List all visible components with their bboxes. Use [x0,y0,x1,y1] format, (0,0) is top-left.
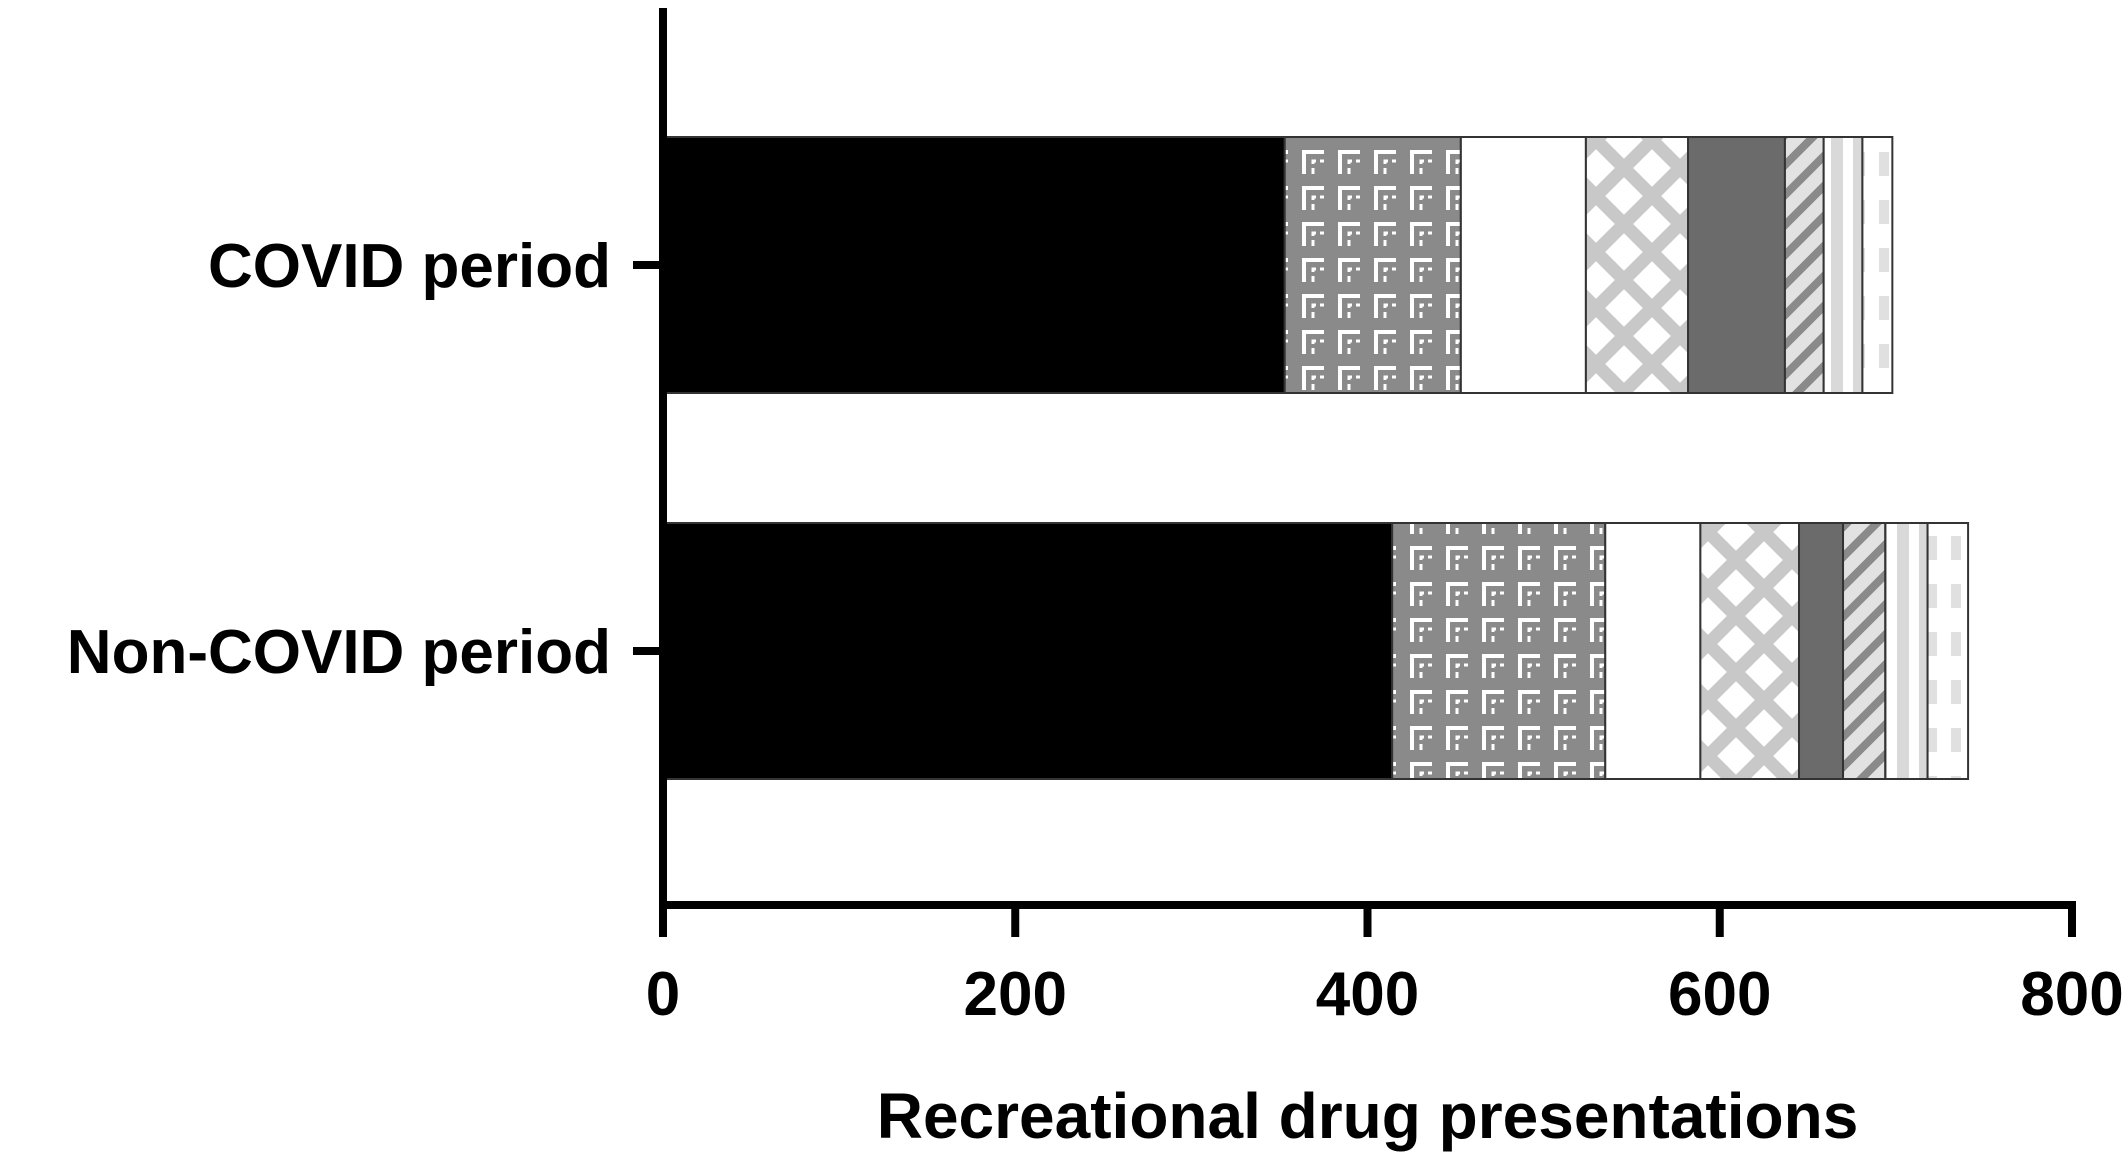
bar-segment-white-dashed [1926,522,1970,780]
bar-segment-light-grey-vertical-bands [1884,522,1929,780]
x-tick-label: 0 [646,960,680,1029]
bar-segment-solid-black [662,136,1286,394]
bar-segment-light-grey-vertical-bands [1822,136,1864,394]
category-label: COVID period [208,232,611,301]
bar-segment-grey-diagonal-stripes [1842,522,1887,780]
bar-segment-dark-grey [1687,136,1786,394]
bar-segment-light-grey-lattice [1699,522,1801,780]
x-tick-label: 600 [1668,960,1771,1029]
bar-segment-solid-black [662,522,1394,780]
bar-segment-white [1459,136,1587,394]
bar-segment-grey-maze [1391,522,1607,780]
bar-segment-grey-diagonal-stripes [1783,136,1825,394]
x-tick-label: 800 [2020,960,2123,1029]
bar-segment-dark-grey [1798,522,1845,780]
axes [633,8,2076,937]
category-label: Non-COVID period [67,618,611,687]
x-tick-label: 400 [1316,960,1419,1029]
labels: 0 200 400 600 800 COVID period Non-COVID perio… [67,232,2124,1152]
x-tick-label: 200 [964,960,1067,1029]
bar-segments [662,136,1970,780]
bar-segment-white [1604,522,1702,780]
bar-segment-white-dashed [1861,136,1894,394]
bar-segment-grey-maze [1283,136,1462,394]
x-axis-title: Recreational drug presentations [877,1080,1859,1152]
bar-segment-light-grey-lattice [1584,136,1690,394]
